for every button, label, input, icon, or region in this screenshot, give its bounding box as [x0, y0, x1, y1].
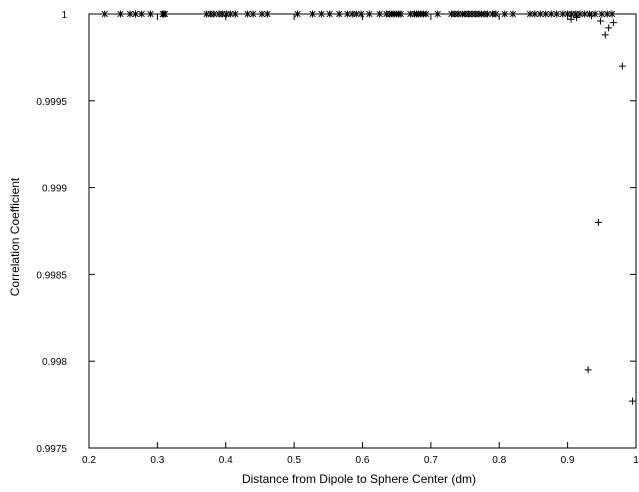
- y-tick-label: 0.999: [42, 184, 67, 195]
- asterisk-point: [249, 10, 257, 18]
- asterisk-point: [376, 10, 384, 18]
- asterisk-point: [126, 10, 134, 18]
- plus-point: [609, 19, 617, 27]
- asterisk-point: [343, 10, 351, 18]
- y-tick-label: 1: [61, 10, 67, 21]
- asterisk-point: [553, 10, 561, 18]
- asterisk-point: [406, 10, 414, 18]
- asterisk-point: [317, 10, 325, 18]
- asterisk-point: [244, 10, 252, 18]
- asterisk-point: [218, 10, 226, 18]
- plus-point: [629, 397, 637, 405]
- asterisk-point: [222, 10, 230, 18]
- asterisk-point: [564, 10, 572, 18]
- plus-point: [618, 62, 626, 70]
- asterisk-point: [138, 10, 146, 18]
- asterisk-point: [501, 10, 509, 18]
- asterisk-point: [147, 10, 155, 18]
- asterisk-point: [603, 10, 611, 18]
- asterisk-point: [348, 10, 356, 18]
- x-tick-label: 1: [633, 455, 639, 466]
- asterisk-point: [484, 10, 492, 18]
- x-tick-label: 0.6: [356, 455, 370, 466]
- asterisk-point: [309, 10, 317, 18]
- x-tick-label: 0.8: [492, 455, 506, 466]
- plus-point: [596, 17, 604, 25]
- x-tick-label: 0.3: [150, 455, 164, 466]
- asterisk-point: [559, 10, 567, 18]
- plot-border: [88, 13, 637, 449]
- asterisk-point: [591, 10, 599, 18]
- asterisk-point: [526, 10, 534, 18]
- x-tick-label: 0.2: [82, 455, 96, 466]
- asterisk-point: [227, 10, 235, 18]
- plot-frame: [88, 13, 637, 449]
- asterisk-point: [335, 10, 343, 18]
- x-axis-label: Distance from Dipole to Sphere Center (d…: [242, 472, 476, 486]
- x-tick-label: 0.4: [219, 455, 233, 466]
- plus-point: [601, 31, 609, 39]
- asterisk-point: [547, 10, 555, 18]
- asterisk-point: [536, 10, 544, 18]
- asterisk-point: [258, 10, 266, 18]
- plus-point: [605, 24, 613, 32]
- asterisk-point: [572, 10, 580, 18]
- y-tick-label: 0.9995: [36, 97, 67, 108]
- asterisk-point: [397, 10, 405, 18]
- x-axis-ticks: 0.2 0.3 0.4 0.5 0.6 0.7 0.8 0.9 1: [82, 14, 639, 466]
- asterisk-point: [581, 10, 589, 18]
- asterisk-point: [454, 10, 462, 18]
- asterisk-point: [352, 10, 360, 18]
- y-tick-label: 0.9985: [36, 270, 67, 281]
- asterisk-point: [294, 10, 302, 18]
- asterisk-point: [542, 10, 550, 18]
- asterisk-point: [131, 10, 139, 18]
- asterisk-point: [161, 10, 169, 18]
- asterisk-point: [608, 10, 616, 18]
- asterisk-point: [576, 10, 584, 18]
- asterisk-point: [116, 10, 124, 18]
- y-axis-label: Correlation Coefficient: [8, 177, 22, 296]
- asterisk-point: [210, 10, 218, 18]
- asterisk-point: [586, 10, 594, 18]
- asterisk-point: [422, 10, 430, 18]
- asterisk-point: [203, 10, 211, 18]
- asterisk-point: [568, 10, 576, 18]
- asterisk-point: [492, 10, 500, 18]
- asterisk-point: [531, 10, 539, 18]
- plus-point: [588, 12, 596, 20]
- data-points: [101, 10, 637, 405]
- asterisk-point: [365, 10, 373, 18]
- y-tick-label: 0.9975: [36, 444, 67, 455]
- asterisk-point: [357, 10, 365, 18]
- asterisk-point: [509, 10, 517, 18]
- x-tick-label: 0.5: [287, 455, 301, 466]
- plus-point: [567, 15, 575, 23]
- x-tick-label: 0.9: [561, 455, 575, 466]
- y-axis-ticks: 0.9975 0.998 0.9985 0.999 0.9995 1: [36, 10, 636, 455]
- asterisk-point: [326, 10, 334, 18]
- asterisk-point: [101, 10, 109, 18]
- plus-point: [594, 218, 602, 226]
- x-tick-label: 0.7: [424, 455, 438, 466]
- asterisk-point: [231, 10, 239, 18]
- asterisk-point: [434, 10, 442, 18]
- plus-point: [584, 366, 592, 374]
- y-tick-label: 0.998: [42, 357, 67, 368]
- asterisk-point: [263, 10, 271, 18]
- plus-point: [573, 13, 581, 21]
- asterisk-point: [598, 10, 606, 18]
